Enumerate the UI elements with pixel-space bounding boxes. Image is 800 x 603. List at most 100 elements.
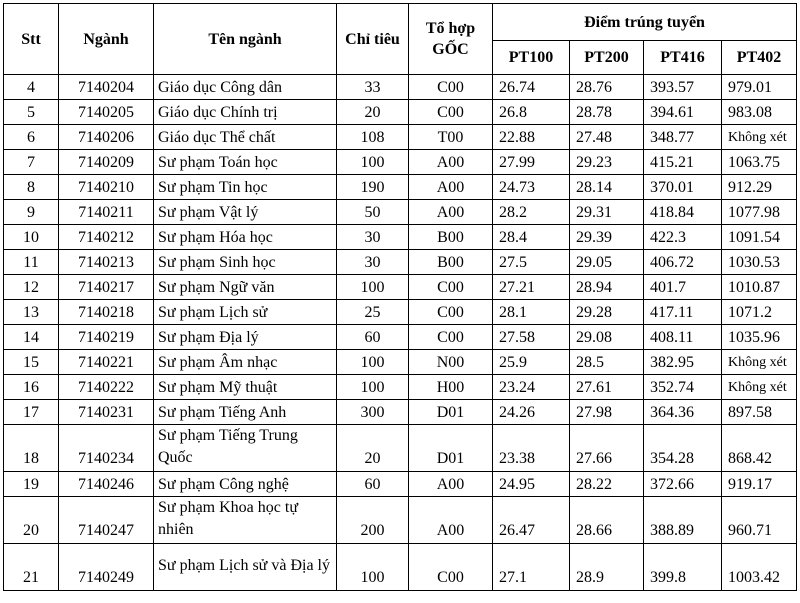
cell-pt100: 27.21 [492,274,570,300]
cell-stt: 19 [3,471,59,497]
cell-name: Sư phạm Hóa học [153,224,337,250]
cell-combo: A00 [408,149,493,175]
cell-pt200: 29.39 [569,224,644,250]
cell-pt200: 29.08 [569,324,644,350]
table-row: 19 7140246 Sư phạm Công nghệ 60 A00 24.95 28.2… [3,471,798,497]
cell-name: Giáo dục Công dân [153,74,337,100]
col-header-pt200: PT200 [569,40,644,75]
cell-combo: C00 [408,99,493,125]
cell-pt100: 26.8 [492,99,570,125]
cell-pt416: 372.66 [643,471,722,497]
cell-quota: 30 [336,249,409,275]
cell-pt200: 27.48 [569,124,644,150]
cell-pt100: 28.2 [492,199,570,225]
cell-stt: 7 [3,149,59,175]
cell-code: 7140222 [58,374,154,400]
cell-pt100: 27.58 [492,324,570,350]
cell-pt100: 23.38 [492,424,570,472]
cell-quota: 108 [336,124,409,150]
cell-stt: 18 [3,424,59,472]
col-header-stt: Stt [3,3,59,75]
cell-combo: C00 [408,74,493,100]
cell-code: 7140231 [58,399,154,425]
table-row: 13 7140218 Sư phạm Lịch sử 25 C00 28.1 29.28 41… [3,299,798,325]
cell-pt200: 29.28 [569,299,644,325]
cell-stt: 9 [3,199,59,225]
cell-stt: 12 [3,274,59,300]
cell-pt402: 1010.87 [720,274,798,300]
cell-pt100: 27.1 [492,543,570,591]
cell-name: Giáo dục Thể chất [153,124,337,150]
cell-pt402: 1077.98 [720,199,798,225]
cell-pt402: 983.08 [720,99,798,125]
cell-pt416: 408.11 [643,324,722,350]
cell-name: Sư phạm Công nghệ [153,471,337,497]
cell-pt402: 1063.75 [720,149,798,175]
col-header-ten-nganh: Tên ngành [153,3,337,75]
col-header-to-hop: Tổ hợp GỐC [408,3,493,75]
cell-pt200: 28.76 [569,74,644,100]
cell-code: 7140218 [58,299,154,325]
cell-pt100: 27.99 [492,149,570,175]
cell-stt: 16 [3,374,59,400]
table-row: 5 7140205 Giáo dục Chính trị 20 C00 26.8 28.78… [3,99,798,125]
cell-pt402: 1035.96 [720,324,798,350]
cell-pt100: 24.26 [492,399,570,425]
table-row: 12 7140217 Sư phạm Ngữ văn 100 C00 27.21 28.94… [3,274,798,300]
cell-pt416: 417.11 [643,299,722,325]
cell-pt416: 418.84 [643,199,722,225]
cell-quota: 100 [336,543,409,591]
cell-code: 7140249 [58,543,154,591]
cell-stt: 10 [3,224,59,250]
cell-stt: 6 [3,124,59,150]
cell-pt100: 26.47 [492,496,570,544]
table-row: 11 7140213 Sư phạm Sinh học 30 B00 27.5 29.05 4… [3,249,798,275]
cell-pt416: 399.8 [643,543,722,591]
cell-quota: 30 [336,224,409,250]
cell-quota: 60 [336,324,409,350]
cell-code: 7140247 [58,496,154,544]
cell-pt416: 406.72 [643,249,722,275]
cell-pt100: 28.1 [492,299,570,325]
cell-pt416: 401.7 [643,274,722,300]
cell-pt100: 28.4 [492,224,570,250]
cell-stt: 11 [3,249,59,275]
cell-combo: A00 [408,174,493,200]
table-row: 18 7140234 Sư phạm Tiếng Trung Quốc 20 D01 23… [3,424,798,472]
cell-combo: T00 [408,124,493,150]
cell-name: Sư phạm Ngữ văn [153,274,337,300]
cell-combo: A00 [408,199,493,225]
cell-pt402: 1091.54 [720,224,798,250]
cell-pt416: 393.57 [643,74,722,100]
cell-name: Sư phạm Tin học [153,174,337,200]
cell-pt100: 22.88 [492,124,570,150]
cell-combo: C00 [408,274,493,300]
cell-code: 7140221 [58,349,154,375]
cell-pt200: 28.66 [569,496,644,544]
cell-quota: 33 [336,74,409,100]
cell-pt416: 348.77 [643,124,722,150]
cell-combo: C00 [408,324,493,350]
cell-pt416: 352.74 [643,374,722,400]
cell-stt: 17 [3,399,59,425]
cell-pt416: 382.95 [643,349,722,375]
table-row: 15 7140221 Sư phạm Âm nhạc 100 N00 25.9 28.5 38… [3,349,798,375]
cell-name: Sư phạm Vật lý [153,199,337,225]
col-header-nganh: Ngành [58,3,154,75]
cell-pt200: 28.94 [569,274,644,300]
cell-code: 7140212 [58,224,154,250]
cell-pt100: 23.24 [492,374,570,400]
cell-pt402: 1071.2 [720,299,798,325]
cell-pt200: 28.78 [569,99,644,125]
admission-scores-table: Stt Ngành Tên ngành Chỉ tiêu Tổ hợp GỐC … [3,3,798,591]
cell-quota: 100 [336,349,409,375]
col-header-pt416: PT416 [643,40,722,75]
cell-name: Sư phạm Lịch sử [153,299,337,325]
table-row: 6 7140206 Giáo dục Thể chất 108 T00 22.88 27.4… [3,124,798,150]
cell-code: 7140210 [58,174,154,200]
cell-pt402: 897.58 [720,399,798,425]
cell-pt402: 868.42 [720,424,798,472]
cell-pt100: 24.95 [492,471,570,497]
cell-quota: 100 [336,374,409,400]
table-row: 7 7140209 Sư phạm Toán học 100 A00 27.99 29.23… [3,149,798,175]
